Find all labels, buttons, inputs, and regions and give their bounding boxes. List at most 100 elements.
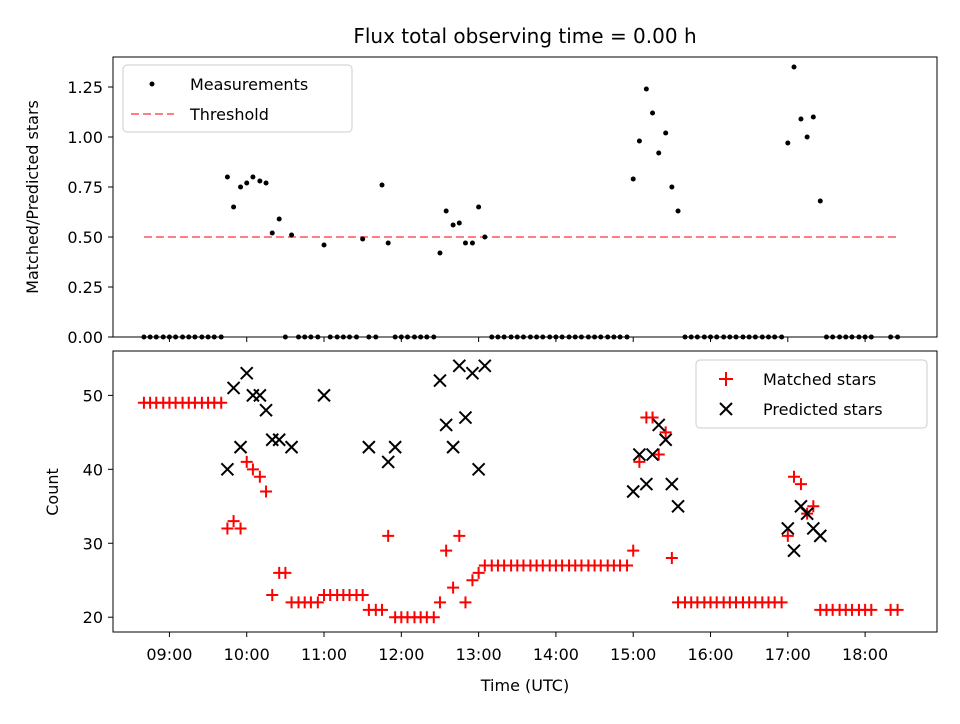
top-legend-box (122, 64, 353, 133)
matched-star-point (775, 596, 788, 609)
predicted-star-point (433, 373, 447, 388)
predicted-star-point (265, 433, 279, 447)
matched-star-point (433, 596, 446, 609)
predicted-star-point (439, 418, 453, 432)
bottom-y-tick-label: 20 (83, 608, 103, 627)
measurement-point (276, 216, 282, 222)
x-tick-label: 15:00 (610, 645, 656, 664)
measurement-point (238, 184, 244, 190)
bottom-legend: Matched stars Predicted stars (695, 359, 928, 429)
matched-star-point (427, 611, 440, 624)
matched-star-point (807, 500, 820, 513)
bottom-axes-frame (112, 350, 938, 633)
legend-predicted-label: Predicted stars (763, 400, 883, 419)
legend-measurement-marker (149, 81, 155, 87)
predicted-star-point (671, 499, 685, 513)
top-axes-frame (112, 56, 938, 338)
matched-star-point (472, 566, 485, 579)
predicted-star-point (388, 440, 402, 454)
bottom-y-tick-label: 30 (83, 534, 103, 553)
x-tick-label: 10:00 (224, 645, 270, 664)
matched-star-point (234, 522, 247, 535)
measurement-point (817, 198, 823, 204)
measurement-point (379, 182, 385, 188)
matched-star-point (215, 396, 228, 409)
bottom-y-tick-label: 40 (83, 460, 103, 479)
predicted-star-point (446, 440, 460, 454)
measurement-point (810, 114, 816, 120)
measurement-point (669, 184, 675, 190)
x-tick-label: 17:00 (765, 645, 811, 664)
matched-star-point (646, 411, 659, 424)
predicted-star-point (362, 440, 376, 454)
bottom-legend-box (695, 359, 928, 429)
measurement-point (482, 234, 488, 240)
bottom-y-axis-label: Count (43, 468, 62, 516)
measurement-point (636, 138, 642, 144)
matched-star-point (356, 589, 369, 602)
measurement-point (675, 208, 681, 214)
predicted-star-point (246, 388, 260, 403)
measurement-point (289, 232, 295, 238)
measurement-point (785, 140, 791, 146)
matched-star-point (227, 515, 240, 528)
predicted-star-point (272, 433, 286, 447)
measurement-point (656, 150, 662, 156)
top-y-tick-label: 0.50 (67, 228, 103, 247)
ratio-panel: Flux total observing time = 0.00 h Match… (23, 24, 938, 347)
measurement-point (804, 134, 810, 140)
legend-threshold-label: Threshold (189, 105, 269, 124)
matched-star-point (794, 478, 807, 491)
predicted-star-point (259, 403, 273, 417)
measurement-point (798, 116, 804, 122)
x-tick-label: 12:00 (378, 645, 424, 664)
matched-star-point (633, 455, 646, 468)
matched-star-point (311, 596, 324, 609)
predicted-star-point (226, 381, 241, 395)
matched-star-point (781, 529, 794, 542)
matched-star-point (652, 448, 665, 461)
measurement-point (360, 236, 366, 242)
matched-star-point (659, 426, 672, 439)
bottom-y-tick-label: 50 (83, 386, 103, 405)
matched-star-point (221, 522, 234, 535)
top-y-tick-label: 0.75 (67, 178, 103, 197)
matched-star-point (266, 589, 279, 602)
measurement-point (476, 204, 482, 210)
top-y-tick-label: 1.00 (67, 128, 103, 147)
predicted-star-point (645, 447, 660, 462)
predicted-star-point (787, 543, 801, 558)
measurement-point (321, 242, 327, 248)
predicted-star-point (800, 506, 814, 521)
measurement-point (385, 240, 391, 246)
matched-star-point (253, 470, 266, 483)
matched-star-point (665, 552, 678, 565)
predicted-star-point (220, 462, 235, 477)
legend-matched-label: Matched stars (763, 370, 876, 389)
top-legend: Measurements Threshold (122, 64, 353, 133)
matched-star-point (466, 574, 479, 587)
legend-measurements-label: Measurements (190, 75, 308, 94)
predicted-star-point (381, 455, 395, 469)
predicted-star-point (665, 477, 679, 491)
matched-star-point (240, 455, 253, 468)
top-y-tick-label: 1.25 (67, 78, 103, 97)
top-axes-ticks: 0.00 0.25 0.50 0.75 1.00 1.25 (67, 78, 866, 347)
count-panel: Count Time (UTC) 09:00 10:00 11:00 12:00 13:… (43, 350, 938, 695)
matched-star-point (375, 603, 388, 616)
measurement-point (650, 110, 656, 116)
matched-star-point (453, 529, 466, 542)
matched-stars-points (137, 396, 904, 624)
x-tick-label: 18:00 (842, 645, 888, 664)
matched-star-point (621, 559, 634, 572)
measurement-point (443, 208, 449, 214)
measurement-point (462, 240, 468, 246)
matched-star-point (865, 603, 878, 616)
measurement-point (224, 174, 230, 180)
legend-predicted-marker (719, 402, 733, 416)
measurement-point (269, 230, 275, 236)
predicted-star-point (781, 521, 795, 536)
legend-matched-marker (719, 372, 733, 386)
matched-star-point (382, 529, 395, 542)
